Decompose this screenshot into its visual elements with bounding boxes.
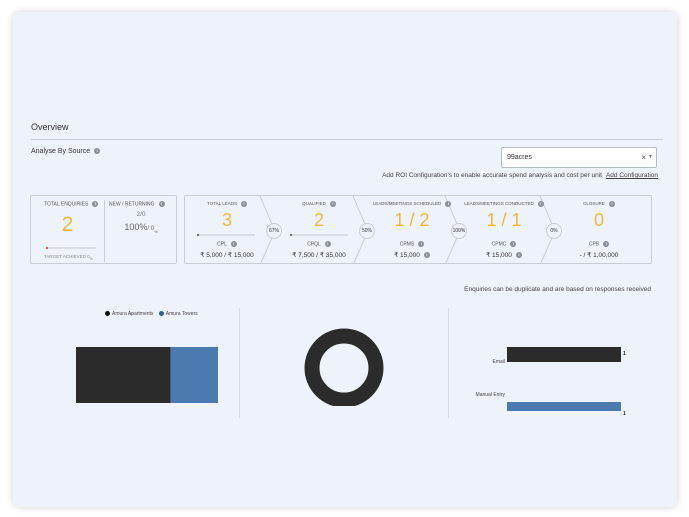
- stacked-bar-segment[interactable]: [170, 347, 218, 403]
- target-achieved-label: TARGET ACHIEVED 0%: [44, 254, 93, 261]
- info-icon[interactable]: i: [230, 241, 237, 247]
- summary-divider: [104, 200, 105, 262]
- conversion-badge: 50%: [359, 223, 375, 239]
- category-label: Email: [492, 359, 505, 365]
- chevron-down-icon[interactable]: ▼: [648, 154, 653, 160]
- duplicate-enquiries-note: Enquiries can be duplicate and are based…: [464, 286, 651, 293]
- info-icon[interactable]: i: [445, 201, 452, 207]
- add-configuration-link[interactable]: Add Configuration: [605, 172, 658, 179]
- stage-sub-label: CPB i: [557, 241, 641, 247]
- stage-amount: ₹ 7,500 / ₹ 35,000: [292, 252, 346, 259]
- source-select[interactable]: 99acres × ▼: [501, 147, 657, 168]
- donut-slice[interactable]: [304, 328, 384, 406]
- analyse-by-source-label: Analyse By Source i: [31, 148, 101, 155]
- stage-amount: ₹ 15,000 i: [370, 251, 454, 259]
- donut-chart: [304, 328, 384, 406]
- stage-label: LEADS/MEETINGS CONDUCTED i: [462, 201, 546, 207]
- stacked-bar-segment[interactable]: [76, 347, 171, 403]
- conversion-badge: 100%: [451, 223, 467, 239]
- lead-funnel-box: TOTAL LEADS i 3 CPL i ₹ 5,000 / ₹ 15,000 Q…: [184, 195, 652, 264]
- chart-separator: [448, 308, 449, 418]
- analyse-label-text: Analyse By Source: [31, 148, 91, 155]
- funnel-stage-total-leads: TOTAL LEADS i 3 CPL i ₹ 5,000 / ₹ 15,000: [185, 196, 269, 263]
- legend-dot: [158, 311, 164, 317]
- info-icon[interactable]: i: [324, 241, 331, 247]
- roi-message: Add ROI Configuration's to enable accura…: [382, 172, 658, 179]
- info-icon[interactable]: i: [537, 201, 544, 207]
- data-label: 1: [623, 411, 626, 417]
- info-icon[interactable]: i: [510, 241, 517, 247]
- total-enquiries-label: TOTAL ENQUIRIES i: [44, 201, 99, 207]
- info-icon[interactable]: i: [608, 201, 615, 207]
- stage-amount: ₹ 5,000 / ₹ 15,000: [200, 252, 254, 259]
- data-label: 1: [623, 351, 626, 357]
- chart-separator: [239, 308, 240, 418]
- funnel-stage-meetings-conducted: LEADS/MEETINGS CONDUCTED i 1 / 1 CPMC i ₹ …: [462, 196, 546, 263]
- stage-value: 1 / 1: [486, 210, 522, 230]
- stage-value: 3: [221, 210, 232, 230]
- stage-value: 1 / 2: [394, 210, 430, 230]
- info-icon[interactable]: i: [515, 252, 522, 259]
- info-icon[interactable]: i: [240, 201, 247, 207]
- info-icon[interactable]: i: [158, 201, 165, 207]
- stage-amount: ₹ 15,000 i: [462, 251, 546, 259]
- info-icon[interactable]: i: [329, 201, 336, 207]
- chart-legend: Amura Apartments Amura Towers: [105, 311, 202, 317]
- stage-progress-fill: [290, 234, 292, 236]
- stage-sub-label: CPQL i: [277, 241, 361, 247]
- info-icon[interactable]: i: [94, 148, 101, 155]
- close-icon[interactable]: ×: [641, 153, 646, 162]
- funnel-stage-meetings-scheduled: LEADS/MEETINGS SCHEDULED i 1 / 2 CPMS i ₹ …: [370, 196, 454, 263]
- stage-label: QUALIFIED i: [277, 201, 361, 207]
- funnel-stage-closure: CLOSURE i 0 CPB i - / ₹ 1,00,000: [557, 196, 641, 263]
- new-returning-percent: 100%/ 0%: [124, 222, 158, 234]
- stage-progress-bar: [290, 234, 348, 236]
- total-enquiries-value: 2: [61, 213, 74, 236]
- stage-value: 2: [313, 210, 324, 230]
- stage-progress-fill: [197, 234, 199, 236]
- enquiries-summary-box: TOTAL ENQUIRIES i 2 TARGET ACHIEVED 0% NE…: [30, 195, 177, 264]
- category-label: Manual Entry: [476, 392, 506, 398]
- new-returning-panel: NEW / RETURNING i 2/0 100%/ 0%: [105, 196, 177, 263]
- stage-amount: - / ₹ 1,00,000: [579, 252, 619, 259]
- conversion-badge: 67%: [266, 223, 282, 239]
- info-icon[interactable]: i: [603, 241, 610, 247]
- source-select-value: 99acres: [507, 154, 532, 161]
- conversion-badge: 0%: [546, 223, 562, 239]
- new-returning-value: 2/0: [136, 211, 146, 218]
- stage-label: CLOSURE i: [557, 201, 641, 207]
- info-icon[interactable]: i: [92, 201, 99, 207]
- stage-sub-label: CPMC i: [462, 241, 546, 247]
- roi-text: Add ROI Configuration's to enable accura…: [382, 172, 602, 179]
- title-divider: [31, 139, 663, 140]
- new-returning-label: NEW / RETURNING i: [109, 201, 165, 207]
- legend-dot: [105, 311, 110, 317]
- info-icon[interactable]: i: [423, 252, 430, 259]
- target-progress-fill: [46, 247, 48, 249]
- overview-card: Overview Analyse By Source i 99acres × ▼ …: [13, 12, 677, 507]
- info-icon[interactable]: i: [418, 241, 425, 247]
- stage-label: LEADS/MEETINGS SCHEDULED i: [370, 201, 454, 207]
- target-progress-bar: [46, 247, 96, 249]
- page-title: Overview: [31, 122, 69, 132]
- stage-sub-label: CPMS i: [370, 241, 454, 247]
- source-bar-chart: Email 1 Manual Entry 1: [476, 347, 626, 417]
- stage-progress-bar: [197, 234, 255, 236]
- total-enquiries-panel: TOTAL ENQUIRIES i 2 TARGET ACHIEVED 0%: [31, 196, 104, 263]
- stage-label: TOTAL LEADS i: [185, 201, 269, 207]
- funnel-stage-qualified: QUALIFIED i 2 CPQL i ₹ 7,500 / ₹ 35,000: [277, 196, 361, 263]
- legend-item[interactable]: Amura Towers: [158, 311, 198, 317]
- stacked-bar-chart: [76, 347, 218, 403]
- stage-value: 0: [593, 210, 604, 230]
- legend-item[interactable]: Amura Apartments: [105, 311, 153, 317]
- stage-sub-label: CPL i: [185, 241, 269, 247]
- source-bar[interactable]: [507, 402, 621, 411]
- source-bar[interactable]: [507, 347, 621, 362]
